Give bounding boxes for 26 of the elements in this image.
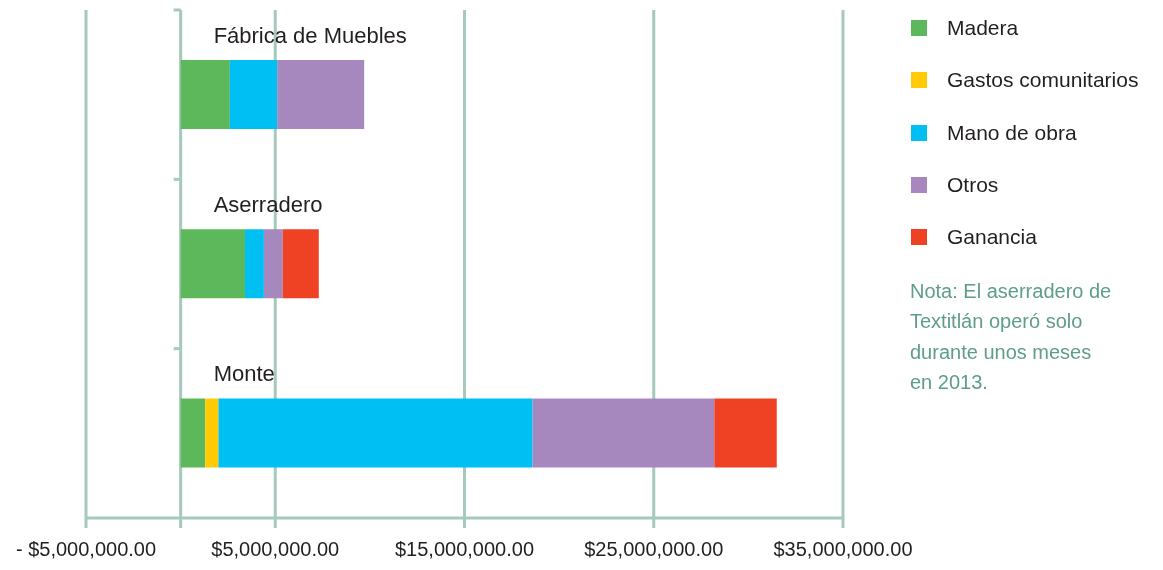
bar	[229, 59, 278, 129]
bar	[218, 398, 533, 468]
x-tick-label: $35,000,000.00	[773, 538, 913, 561]
legend-label: Madera	[947, 16, 1019, 41]
bar	[263, 229, 283, 299]
y-tick-label: Fábrica de Muebles	[213, 22, 407, 48]
legend-label: Gastos comunitarios	[947, 68, 1139, 93]
x-tick-label: $25,000,000.00	[584, 538, 724, 561]
bar	[180, 398, 206, 468]
bar	[532, 398, 715, 468]
legend-label: Ganancia	[947, 225, 1037, 250]
bar	[205, 398, 219, 468]
y-tick-label: Monte	[213, 361, 275, 387]
x-tick-label: - $5,000,000.00	[15, 538, 157, 561]
legend-label: Otros	[947, 173, 999, 198]
bar	[180, 229, 245, 299]
bar	[277, 59, 365, 129]
x-tick-label: $5,000,000.00	[211, 538, 340, 561]
y-tick-label: Aserradero	[213, 192, 323, 217]
legend-label: Mano de obra	[947, 120, 1077, 145]
text: Nota: El aserradero de Textitlán operó solo durante unos meses en 2013.	[910, 279, 1113, 395]
x-tick-label: $15,000,000.00	[394, 538, 535, 561]
bar	[180, 59, 230, 129]
bar	[244, 229, 264, 299]
bar	[714, 398, 777, 468]
bar	[282, 229, 319, 299]
